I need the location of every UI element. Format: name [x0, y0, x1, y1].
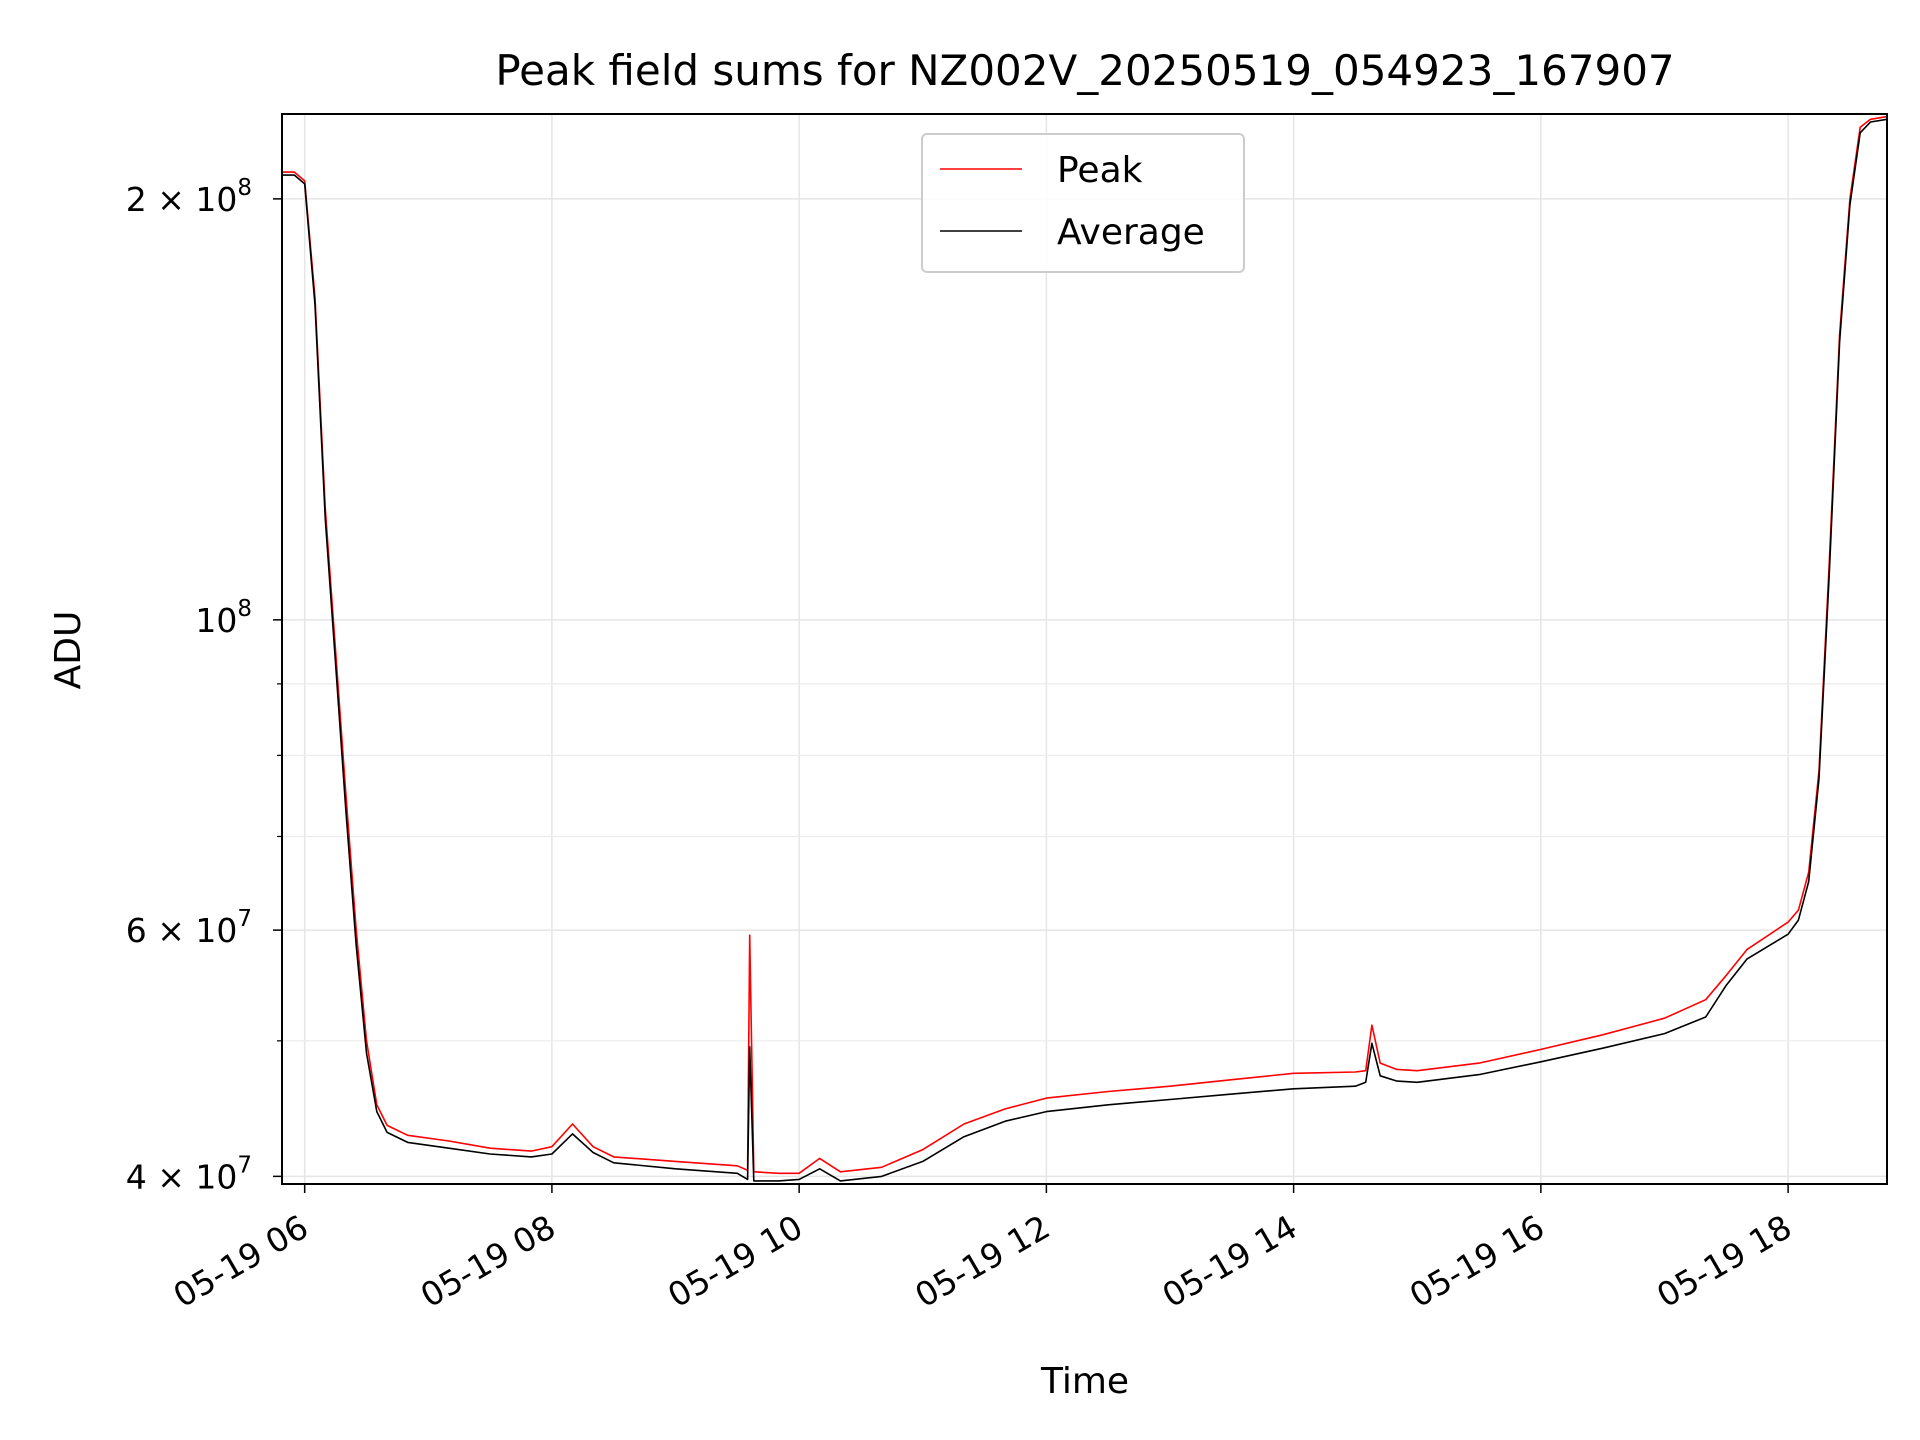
y-tick-label-exponent: 8 — [237, 596, 252, 622]
y-tick-label-base: 2 × 10 — [126, 180, 238, 219]
y-tick-label: 4 × 107 — [126, 1152, 252, 1196]
y-tick-label: 108 — [195, 596, 252, 640]
y-tick-label-exponent: 7 — [237, 906, 252, 932]
x-axis-label: Time — [1040, 1361, 1129, 1402]
legend-label-peak: Peak — [1057, 150, 1143, 191]
y-tick-label-base: 10 — [195, 601, 237, 640]
y-tick-label: 6 × 107 — [126, 906, 252, 950]
y-tick-label-base: 6 × 10 — [126, 911, 238, 950]
series-line-peak — [282, 115, 1888, 1175]
y-axis-label: ADU — [48, 611, 89, 690]
chart-title: Peak field sums for NZ002V_20250519_0549… — [495, 46, 1674, 95]
y-tick-label-exponent: 7 — [237, 1152, 252, 1178]
y-tick-label-base: 4 × 10 — [126, 1157, 238, 1196]
legend: Peak Average — [921, 133, 1245, 273]
y-tick-label: 2 × 108 — [126, 175, 252, 219]
y-tick-label-exponent: 8 — [237, 175, 252, 201]
series-line-average — [282, 118, 1888, 1182]
series-layer — [282, 115, 1888, 1182]
plot-area-frame — [281, 113, 1888, 1185]
legend-label-average: Average — [1057, 212, 1205, 253]
